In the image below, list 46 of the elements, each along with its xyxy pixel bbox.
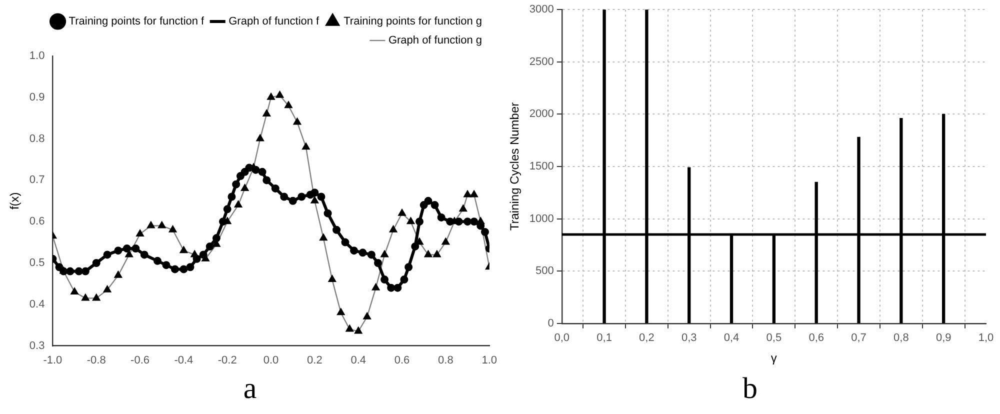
x-tick-label: 0.4 xyxy=(350,354,366,366)
y-tick-label: 0.3 xyxy=(29,340,45,352)
y-axis-title: Training Cycles Number xyxy=(508,102,522,231)
x-tick-label: -0.4 xyxy=(174,354,194,366)
y-tick-label: 500 xyxy=(536,265,554,278)
x-tick-label: 0.8 xyxy=(438,354,454,366)
x-tick-label: 1,0 xyxy=(978,332,994,344)
x-tick-label: 0,1 xyxy=(596,332,612,344)
x-tick-label: 0,2 xyxy=(639,332,654,344)
x-tick-label: 0,0 xyxy=(554,332,570,344)
x-tick-label: -0.6 xyxy=(130,354,150,366)
legend-label: Training points for function f xyxy=(68,16,206,28)
x-tick-label: 0,7 xyxy=(851,332,866,344)
x-tick-label: 0,6 xyxy=(808,332,824,344)
x-tick-label: 0.0 xyxy=(263,354,279,366)
x-tick-label: 0,8 xyxy=(894,332,909,344)
x-tick-label: -0.8 xyxy=(86,354,106,366)
y-tick-label: 0.4 xyxy=(29,298,45,310)
x-tick-label: 0,9 xyxy=(936,332,952,344)
x-tick-label: 0,3 xyxy=(681,332,697,344)
y-tick-label: 1.0 xyxy=(29,50,45,62)
x-tick-label: 0,4 xyxy=(724,332,740,344)
y-tick-label: 2500 xyxy=(529,56,554,68)
y-tick-label: 1500 xyxy=(529,160,554,173)
y-axis-title: f(x) xyxy=(8,192,22,210)
x-tick-label: 0,5 xyxy=(766,332,782,344)
x-tick-label: 1.0 xyxy=(482,354,498,366)
y-tick-label: 0.5 xyxy=(29,257,45,270)
legend-label: Training points for function g xyxy=(344,16,482,28)
legend-label: Graph of function g xyxy=(388,34,482,47)
y-tick-label: 2000 xyxy=(529,108,554,120)
text: b xyxy=(742,372,758,406)
x-tick-label: 0.2 xyxy=(307,354,322,366)
y-tick-label: 0 xyxy=(548,317,554,330)
legend-label: Graph of function f xyxy=(228,16,320,28)
y-tick-label: 0.9 xyxy=(29,91,45,104)
x-axis-title: γ xyxy=(770,351,777,366)
x-tick-label: -1.0 xyxy=(43,354,62,366)
y-tick-label: 0.7 xyxy=(29,174,45,186)
y-tick-label: 3000 xyxy=(529,4,554,16)
text: a xyxy=(242,372,258,406)
y-tick-label: 0.6 xyxy=(29,216,45,228)
x-tick-label: 0.6 xyxy=(394,354,410,366)
x-tick-label: -0.2 xyxy=(218,354,237,366)
y-tick-label: 0.8 xyxy=(29,132,45,145)
y-tick-label: 1000 xyxy=(529,212,554,225)
